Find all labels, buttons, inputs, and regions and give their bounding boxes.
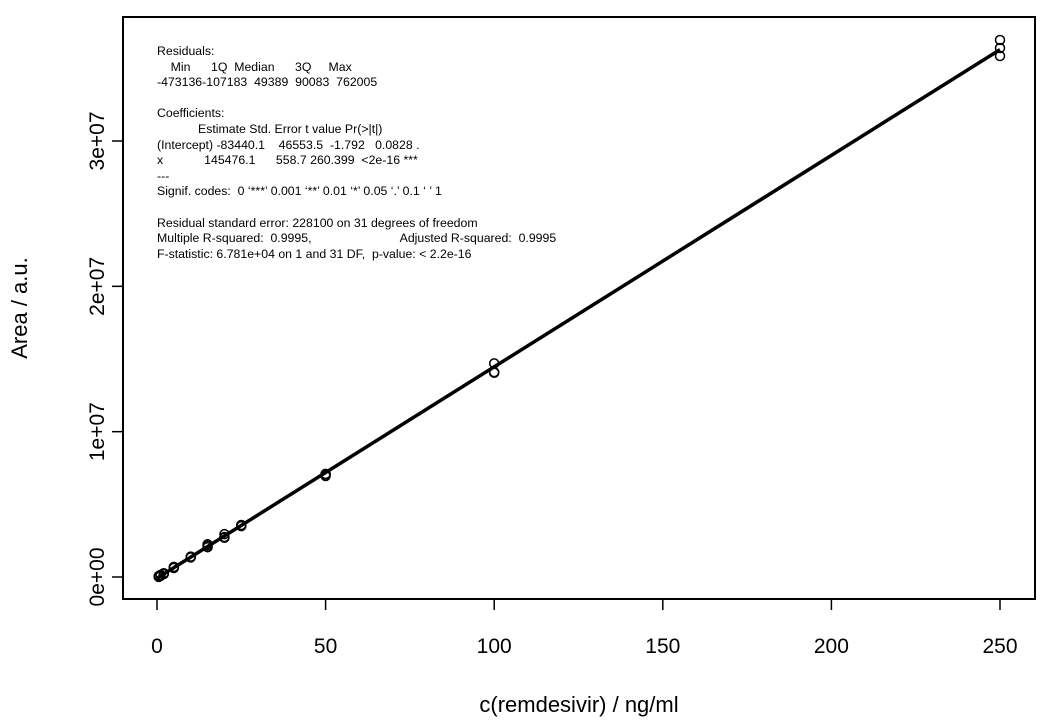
regression-line: [156, 48, 1001, 580]
y-tick-label: 3e+07: [86, 112, 109, 171]
summary-line: F-statistic: 6.781e+04 on 1 and 31 DF, p…: [157, 246, 472, 261]
summary-line: [157, 91, 556, 107]
x-tick-label: 200: [814, 635, 849, 658]
summary-line: Estimate Std. Error t value Pr(>|t|): [157, 121, 383, 136]
x-tick-label: 150: [645, 635, 680, 658]
summary-line: Residuals:: [157, 44, 215, 58]
x-tick-label: 250: [982, 635, 1017, 658]
data-point: [488, 367, 500, 379]
data-point: [168, 561, 180, 573]
summary-line: Min 1Q Median 3Q Max: [157, 59, 352, 74]
data-point: [994, 42, 1006, 54]
regression-summary: Residuals: Min 1Q Median 3Q Max -473136-1…: [157, 44, 556, 262]
data-point: [219, 531, 230, 543]
x-tick-label: 100: [477, 635, 512, 658]
data-point: [994, 50, 1006, 62]
summary-line: (Intercept) -83440.1 46553.5 -1.792 0.08…: [157, 137, 420, 152]
data-point: [236, 519, 247, 531]
x-axis-label: c(remdesivir) / ng/ml: [479, 692, 678, 717]
data-point: [202, 539, 213, 550]
data-point: [994, 34, 1006, 46]
data-point: [185, 551, 196, 562]
summary-line: Signif. codes: 0 ‘***’ 0.001 ‘**’ 0.01 ‘…: [157, 184, 442, 199]
y-tick-label: 1e+07: [86, 402, 109, 461]
y-tick-label: 0e+00: [86, 548, 109, 607]
y-tick-label: 2e+07: [86, 257, 109, 316]
x-tick-label: 0: [151, 635, 163, 658]
x-tick-label: 50: [314, 635, 337, 658]
data-point: [158, 567, 169, 579]
summary-line: x 145476.1 558.7 260.399 <2e-16 ***: [157, 153, 418, 168]
summary-line: Multiple R-squared: 0.9995, Adjusted R-s…: [157, 231, 557, 246]
y-axis-label: Area / a.u.: [7, 257, 32, 359]
summary-line: -473136-107183 49389 90083 762005: [157, 75, 378, 90]
data-point: [202, 541, 213, 553]
summary-line: Coefficients:: [157, 106, 225, 121]
data-point: [320, 468, 331, 480]
data-point: [219, 528, 230, 540]
summary-line: Residual standard error: 228100 on 31 de…: [157, 215, 478, 230]
summary-line: ---: [157, 168, 170, 183]
summary-line: [157, 200, 556, 216]
